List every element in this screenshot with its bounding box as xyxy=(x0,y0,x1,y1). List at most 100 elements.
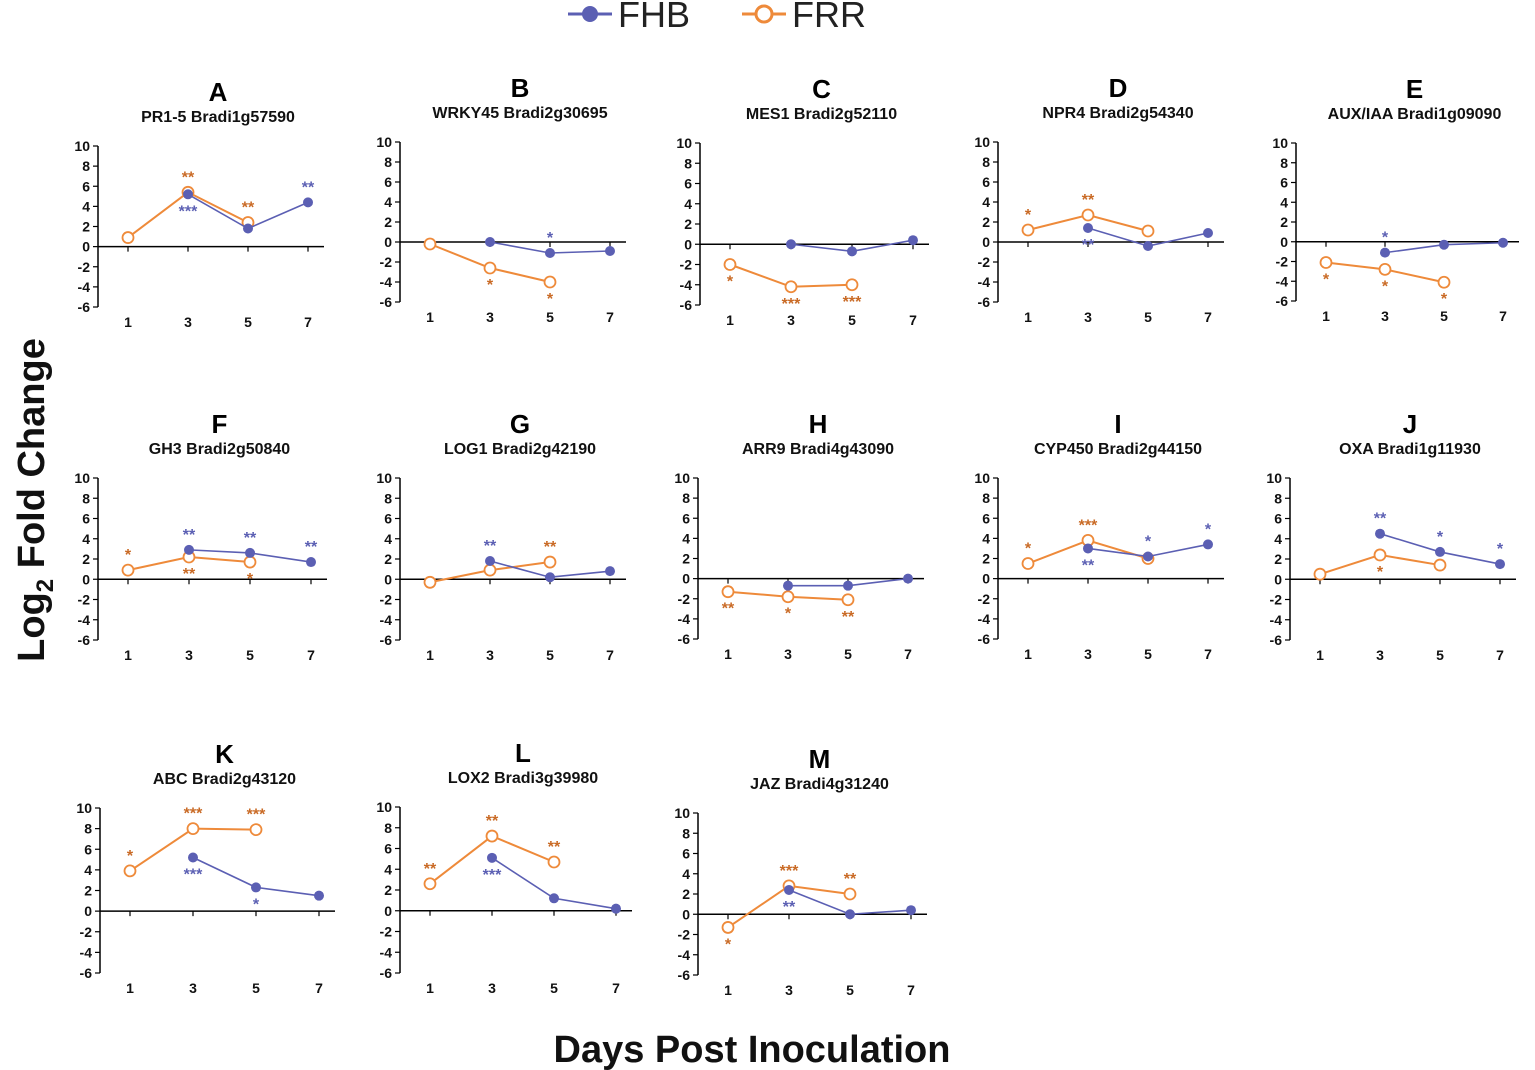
panel-i-fhb-point xyxy=(1083,543,1093,554)
panel-e-ytick-label: 0 xyxy=(1280,234,1288,250)
panel-d-ytick-label: 8 xyxy=(982,154,990,170)
panel-g-frr-point xyxy=(543,555,557,569)
panel-c-ytick-label: 8 xyxy=(684,155,692,171)
panel-a-fhb-point xyxy=(183,189,193,200)
panel-c-fhb-point xyxy=(908,235,918,246)
panel-k-xtick-label: 3 xyxy=(189,980,197,996)
panel-i-frr-sig: *** xyxy=(1079,517,1098,534)
panel-e-ytick-label: 4 xyxy=(1280,194,1288,210)
panel-j-ytick-label: 6 xyxy=(1274,511,1282,527)
panel-a-fhb-sig: ** xyxy=(302,179,315,196)
panel-l-frr-sig: ** xyxy=(424,861,437,878)
panel-i-fhb-sig: ** xyxy=(1082,557,1095,574)
panel-e-fhb-point xyxy=(1498,237,1508,248)
panel-b-fhb-sig: * xyxy=(547,230,554,247)
panel-h-frr-point xyxy=(721,585,735,599)
panel-f-frr-point xyxy=(121,563,135,577)
panel-c-xtick-label: 1 xyxy=(726,312,734,328)
panel-d-fhb-point xyxy=(1083,223,1093,233)
panel-e-frr-sig: * xyxy=(1382,278,1389,295)
panel-k-ytick-label: 2 xyxy=(84,883,92,899)
panel-i-letter: I xyxy=(1114,409,1121,439)
panel-j-frr-sig: * xyxy=(1377,564,1384,581)
panel-g-ytick-label: 10 xyxy=(376,470,392,486)
panel-i-ytick-label: 10 xyxy=(974,470,990,486)
panel-m-title: JAZ Bradi4g31240 xyxy=(750,776,889,793)
panel-f-ytick-label: 6 xyxy=(82,511,90,527)
panel-a-ytick-label: 8 xyxy=(82,158,90,174)
panel-d-fhb-point xyxy=(1143,241,1153,251)
panel-l-ytick-label: 0 xyxy=(384,903,392,919)
panel-m-ytick-label: 0 xyxy=(682,906,690,922)
panel-i-ytick-label: -4 xyxy=(978,611,991,627)
panel-m-fhb-point xyxy=(784,884,794,895)
panel-h-xtick-label: 1 xyxy=(724,646,732,662)
panel-e-frr-point xyxy=(1437,275,1451,289)
panel-c-ytick-label: 2 xyxy=(684,216,692,232)
panel-k-ytick-label: 10 xyxy=(76,800,92,816)
panel-i-frr-sig: * xyxy=(1025,541,1032,558)
panel-f-frr-sig: * xyxy=(125,547,132,564)
panel-h-ytick-label: 6 xyxy=(682,510,690,526)
panel-b-ytick-label: -2 xyxy=(380,254,393,270)
panel-l-frr-point xyxy=(423,877,437,891)
panel-k-frr-sig: *** xyxy=(247,807,266,824)
panel-i-fhb-point xyxy=(1143,551,1153,562)
panel-a-letter: A xyxy=(209,77,228,107)
panel-k-ytick-label: -6 xyxy=(80,965,93,981)
y-axis-title: Log2 Fold Change xyxy=(11,338,59,662)
panel-b-xtick-label: 5 xyxy=(546,309,554,325)
panel-m-ytick-label: 2 xyxy=(682,886,690,902)
panel-g-letter: G xyxy=(510,409,530,439)
panel-h-fhb-point xyxy=(783,580,793,591)
panel-h-fhb-point xyxy=(903,573,913,584)
legend-frr-marker xyxy=(754,4,774,24)
panel-g-xtick-label: 7 xyxy=(606,647,614,663)
panel-k-fhb-point xyxy=(188,852,198,863)
panel-c-ytick-label: -2 xyxy=(680,257,693,273)
panel-a-fhb-point xyxy=(303,197,313,208)
panel-l-ytick-label: -2 xyxy=(380,924,393,940)
panel-b-frr-sig: * xyxy=(547,291,554,308)
panel-a-ytick-label: -6 xyxy=(78,299,91,315)
panel-j-frr-point xyxy=(1433,558,1447,572)
panel-k-fhb-point xyxy=(314,890,324,901)
panel-l-fhb-sig: *** xyxy=(483,867,502,884)
panel-e: E AUX/IAA Bradi1g09090 10 8 6 4 2 0 -2 -4 -6 1 3 5 7 * *… xyxy=(1272,74,1519,324)
panel-k-frr-sig: *** xyxy=(184,806,203,823)
panel-c-ytick-label: 10 xyxy=(676,135,692,151)
panel-k-frr-point xyxy=(123,864,137,878)
panel-d-frr-point xyxy=(1081,208,1095,222)
panel-c-frr-sig: *** xyxy=(782,296,801,313)
panel-l-fhb-point xyxy=(611,903,621,914)
panel-g-ytick-label: -6 xyxy=(380,632,393,648)
panel-b-title: WRKY45 Bradi2g30695 xyxy=(432,105,607,122)
panel-g-fhb-sig: ** xyxy=(484,538,497,555)
panel-l-frr-point xyxy=(485,829,499,843)
panel-e-xtick-label: 1 xyxy=(1322,308,1330,324)
panel-b-ytick-label: -6 xyxy=(380,294,393,310)
panel-b-ytick-label: 4 xyxy=(384,194,392,210)
panel-d-frr-sig: * xyxy=(1025,207,1032,224)
panel-a-frr-sig: ** xyxy=(182,169,195,186)
panel-e-fhb-point xyxy=(1439,239,1449,250)
panel-h-frr-point xyxy=(781,590,795,604)
panel-m-xtick-label: 5 xyxy=(846,982,854,998)
panel-f-fhb-point xyxy=(184,544,194,555)
panel-e-ytick-label: 2 xyxy=(1280,214,1288,230)
panel-d-xtick-label: 7 xyxy=(1204,309,1212,325)
panel-a-fhb-sig: *** xyxy=(179,203,198,220)
panel-h-ytick-label: 8 xyxy=(682,490,690,506)
panel-e-frr-sig: * xyxy=(1441,291,1448,308)
panel-k-ytick-label: -4 xyxy=(80,944,93,960)
panel-l-ytick-label: 6 xyxy=(384,841,392,857)
panel-b-frr-point xyxy=(483,261,497,275)
panel-g-fhb-point xyxy=(605,566,615,577)
panel-k-xtick-label: 7 xyxy=(315,980,323,996)
panel-j-ytick-label: -2 xyxy=(1270,592,1283,608)
panel-m-fhb-point xyxy=(906,905,916,916)
panel-m-xtick-label: 3 xyxy=(785,982,793,998)
panel-g-ytick-label: 4 xyxy=(384,531,392,547)
